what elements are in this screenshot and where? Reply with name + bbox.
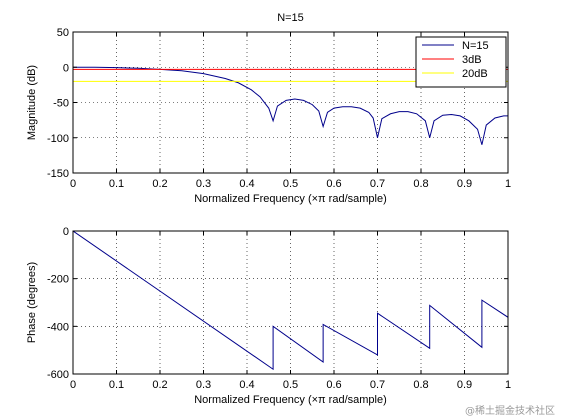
x-tick-label: 0.6 xyxy=(326,178,341,190)
magnitude-axes: 0 0.1 0.2 0.3 0.4 0.5 0.6 0.7 0.8 0.9 1 50 0 -50 -100 -… xyxy=(26,12,511,205)
y-tick-label: -100 xyxy=(47,133,69,145)
x-tick-label: 0.7 xyxy=(370,178,385,190)
legend-entry: 20dB xyxy=(462,68,488,80)
x-tick-label: 0.1 xyxy=(109,379,124,391)
x-tick-label: 0.5 xyxy=(283,379,298,391)
chart-title: N=15 xyxy=(277,12,304,24)
y-tick-label: 50 xyxy=(57,27,69,39)
x-axis-label: Normalized Frequency (×π rad/sample) xyxy=(194,394,387,406)
x-tick-label: 0.9 xyxy=(457,178,472,190)
series-line-phase xyxy=(73,231,508,371)
x-tick-label: 0.4 xyxy=(239,178,254,190)
y-tick-label: 0 xyxy=(63,62,69,74)
x-tick-label: 1 xyxy=(505,178,511,190)
x-tick-label: 0.4 xyxy=(239,379,254,391)
phase-axes: 0 0.1 0.2 0.3 0.4 0.5 0.6 0.7 0.8 0.9 1 0 -200 -400 -6… xyxy=(26,226,511,406)
y-axis-label: Phase (degrees) xyxy=(26,262,38,343)
plot-area xyxy=(73,231,508,374)
x-tick-label: 0.5 xyxy=(283,178,298,190)
x-tick-label: 0.3 xyxy=(196,178,211,190)
x-tick-label: 0.9 xyxy=(457,379,472,391)
x-tick-label: 0.8 xyxy=(413,178,428,190)
x-tick-label: 0.7 xyxy=(370,379,385,391)
y-tick-label: -200 xyxy=(47,274,69,286)
legend-entry: N=15 xyxy=(462,40,489,52)
x-tick-label: 0.8 xyxy=(413,379,428,391)
x-axis-label: Normalized Frequency (×π rad/sample) xyxy=(194,193,387,205)
x-tick-label: 0.3 xyxy=(196,379,211,391)
watermark: @稀土掘金技术社区 xyxy=(465,406,555,417)
x-tick-label: 0.2 xyxy=(152,379,167,391)
x-tick-label: 0.6 xyxy=(326,379,341,391)
y-axis-label: Magnitude (dB) xyxy=(26,65,38,140)
legend-entry: 3dB xyxy=(462,54,482,66)
x-tick-label: 1 xyxy=(505,379,511,391)
y-tick-label: -150 xyxy=(47,168,69,180)
x-tick-label: 0.2 xyxy=(152,178,167,190)
x-tick-label: 0 xyxy=(70,379,76,391)
legend: N=15 3dB 20dB xyxy=(415,36,507,88)
y-tick-label: -600 xyxy=(47,369,69,381)
y-tick-label: -50 xyxy=(53,98,69,110)
x-tick-label: 0.1 xyxy=(109,178,124,190)
y-tick-label: 0 xyxy=(63,226,69,238)
y-tick-label: -400 xyxy=(47,321,69,333)
x-tick-label: 0 xyxy=(70,178,76,190)
series-line-n-15 xyxy=(73,66,508,145)
